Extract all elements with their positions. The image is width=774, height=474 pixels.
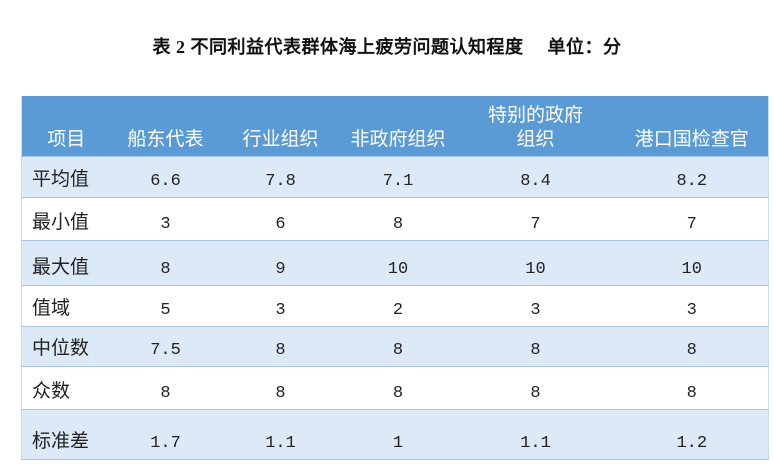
table-cell: 6.6 xyxy=(110,156,221,198)
row-label: 平均值 xyxy=(21,156,111,198)
table-cell: 7.5 xyxy=(110,326,221,367)
header-row: 项目 船东代表 行业组织 非政府组织 特别的政府组织 港口国检查官 xyxy=(21,96,769,157)
table-cell: 8 xyxy=(455,366,616,410)
table-cell: 6 xyxy=(220,197,341,241)
table-cell: 8 xyxy=(220,326,341,367)
table-cell: 8 xyxy=(615,366,769,410)
table-cell: 8 xyxy=(340,197,456,241)
table-row: 最大值 8 9 10 10 10 xyxy=(21,240,769,286)
table-cell: 1 xyxy=(340,409,456,460)
table-cell: 1.2 xyxy=(615,409,769,460)
header-cell: 船东代表 xyxy=(110,96,221,157)
table-cell: 1.7 xyxy=(110,409,221,460)
table-row: 中位数 7.5 8 8 8 8 xyxy=(21,326,769,367)
table-cell: 8 xyxy=(110,240,221,286)
table-row: 最小值 3 6 8 7 7 xyxy=(21,197,769,241)
table-cell: 3 xyxy=(110,197,221,241)
table-row: 平均值 6.6 7.8 7.1 8.4 8.2 xyxy=(21,156,769,198)
table-cell: 3 xyxy=(220,285,341,327)
row-label: 值域 xyxy=(21,285,111,327)
table-cell: 8.2 xyxy=(615,156,769,198)
table-cell: 8 xyxy=(340,366,456,410)
header-cell: 行业组织 xyxy=(220,96,341,157)
table-row: 值域 5 3 2 3 3 xyxy=(21,285,769,327)
table-cell: 5 xyxy=(110,285,221,327)
header-cell: 非政府组织 xyxy=(340,96,456,157)
table-cell: 7 xyxy=(455,197,616,241)
table-cell: 7.1 xyxy=(340,156,456,198)
table-cell: 10 xyxy=(455,240,616,286)
header-cell: 特别的政府组织 xyxy=(455,96,616,157)
row-label: 中位数 xyxy=(21,326,111,367)
table-cell: 3 xyxy=(615,285,769,327)
table-cell: 8.4 xyxy=(455,156,616,198)
table-cell: 2 xyxy=(340,285,456,327)
table-cell: 10 xyxy=(340,240,456,286)
header-cell: 项目 xyxy=(21,96,111,157)
table-row: 标准差 1.7 1.1 1 1.1 1.2 xyxy=(21,409,769,460)
table-row: 众数 8 8 8 8 8 xyxy=(21,366,769,410)
stats-table: 项目 船东代表 行业组织 非政府组织 特别的政府组织 港口国检查官 平均值 6.6… xyxy=(21,96,769,460)
row-label: 众数 xyxy=(21,366,111,410)
table-cell: 8 xyxy=(220,366,341,410)
table-cell: 8 xyxy=(615,326,769,367)
table-cell: 3 xyxy=(455,285,616,327)
title-text: 表 2 不同利益代表群体海上疲劳问题认知程度 xyxy=(152,37,524,57)
table-cell: 7.8 xyxy=(220,156,341,198)
header-cell: 港口国检查官 xyxy=(615,96,769,157)
table-cell: 8 xyxy=(110,366,221,410)
table-cell: 8 xyxy=(455,326,616,367)
row-label: 最小值 xyxy=(21,197,111,241)
table-cell: 9 xyxy=(220,240,341,286)
table-cell: 1.1 xyxy=(220,409,341,460)
table-cell: 10 xyxy=(615,240,769,286)
table-title: 表 2 不同利益代表群体海上疲劳问题认知程度 单位：分 xyxy=(0,33,774,59)
table-cell: 1.1 xyxy=(455,409,616,460)
table-cell: 7 xyxy=(615,197,769,241)
table-cell: 8 xyxy=(340,326,456,367)
row-label: 标准差 xyxy=(21,409,111,460)
title-unit: 单位：分 xyxy=(547,37,622,57)
row-label: 最大值 xyxy=(21,240,111,286)
